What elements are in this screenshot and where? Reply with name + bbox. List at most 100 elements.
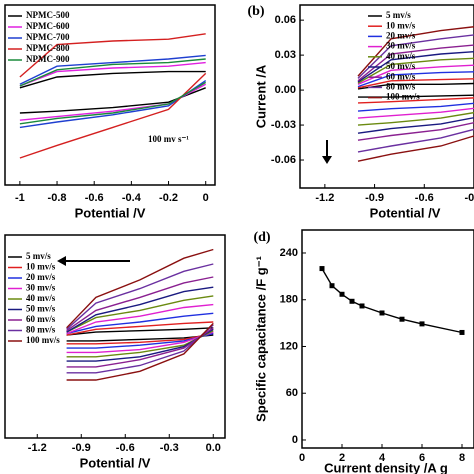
plot-area — [319, 266, 465, 335]
cv-curve — [357, 97, 474, 104]
legend-label: 100 mv/s — [386, 92, 420, 102]
legend-label: 10 mv/s — [386, 20, 416, 30]
cv-curve — [357, 82, 474, 90]
legend-label: 5 mv/s — [386, 10, 411, 20]
cv-curve — [19, 70, 206, 89]
legend-label: 60 mv/s — [26, 314, 56, 324]
point — [339, 291, 345, 297]
cv-curve — [66, 295, 214, 333]
x-tick-label: 2 — [339, 452, 345, 464]
legend-label: 100 mv/s — [26, 335, 60, 345]
cv-curve — [19, 54, 206, 85]
cv-curve — [19, 81, 207, 125]
cv-curve — [66, 322, 214, 381]
point — [319, 266, 325, 272]
legend-label: 30 mv/s — [26, 283, 56, 293]
arrow-head — [57, 256, 66, 266]
x-tick-label: -0.6 — [85, 192, 104, 204]
x-axis-title: Potential /V — [80, 455, 151, 470]
y-tick-label: 0.03 — [275, 49, 296, 61]
point — [379, 310, 385, 316]
cv-curve — [357, 111, 474, 126]
cv-curve — [66, 324, 214, 374]
cv-curve — [357, 71, 474, 88]
cv-curve — [66, 286, 214, 333]
legend-label: 20 mv/s — [26, 272, 56, 282]
legend-label: 50 mv/s — [386, 61, 416, 71]
x-tick-label: -0.3 — [160, 442, 179, 454]
legend-label: 40 mv/s — [26, 293, 56, 303]
cv-curve — [357, 135, 474, 162]
cv-curve — [357, 107, 474, 119]
point — [419, 321, 425, 327]
cv-curve — [357, 128, 474, 153]
cv-curve — [19, 61, 206, 87]
plot-frame — [301, 229, 474, 449]
cv-curve — [19, 33, 206, 78]
x-tick-label: -0.9 — [365, 192, 384, 204]
plot-area — [66, 248, 214, 381]
cv-curve — [66, 331, 214, 354]
panel-label: (b) — [247, 4, 264, 19]
plot-frame — [4, 234, 226, 439]
y-tick-label: 240 — [280, 247, 298, 259]
cv-curve — [357, 121, 474, 141]
cv-curve — [66, 276, 214, 332]
y-tick-label: 120 — [280, 340, 298, 352]
legend-label: 60 mv/s — [386, 71, 416, 81]
legend-label: 80 mv/s — [386, 81, 416, 91]
legend-label: NPMC-600 — [26, 21, 70, 31]
arrow-head — [322, 156, 332, 164]
cv-curve — [66, 327, 214, 336]
cv-curve — [357, 26, 474, 77]
y-tick-label: 0 — [292, 434, 298, 446]
cv-curve — [66, 321, 214, 336]
x-tick-label: -0.9 — [72, 442, 91, 454]
point — [399, 316, 405, 322]
panel-label: (d) — [253, 230, 270, 245]
legend-label: 30 mv/s — [386, 41, 416, 51]
x-axis-title: Potential /V — [75, 205, 146, 220]
legend-label: NPMC-500 — [26, 10, 70, 20]
cv-curve — [66, 303, 214, 335]
x-tick-label: -1 — [15, 192, 25, 204]
y-tick-label: 60 — [286, 387, 298, 399]
legend-label: 20 mv/s — [386, 30, 416, 40]
legend-label: 40 mv/s — [386, 51, 416, 61]
cv-curve — [357, 102, 474, 112]
point — [459, 329, 465, 335]
line — [321, 268, 463, 334]
x-tick-label: -0.6 — [116, 442, 135, 454]
x-tick-label: -1.2 — [28, 442, 47, 454]
legend-label: 50 mv/s — [26, 304, 56, 314]
cv-curve — [357, 78, 474, 89]
y-axis-title: Specific capacitance /F g⁻¹ — [253, 256, 268, 422]
y-tick-label: -0.06 — [271, 154, 296, 166]
legend-label: 80 mv/s — [26, 325, 56, 335]
legend-label: NPMC-800 — [26, 43, 70, 53]
x-tick-label: -0.2 — [159, 192, 178, 204]
legend-label: 5 mv/s — [26, 251, 51, 261]
legend-label: NPMC-700 — [26, 32, 70, 42]
x-axis-title: Current density /A g — [324, 460, 448, 474]
point — [329, 283, 335, 289]
cv-curve — [66, 332, 214, 345]
cv-curve — [357, 116, 474, 134]
legend-label: NPMC-900 — [26, 54, 70, 64]
plot-frame — [4, 4, 216, 186]
y-tick-label: 180 — [280, 294, 298, 306]
cv-curve — [357, 64, 474, 85]
cv-curve — [357, 44, 474, 82]
cv-curve — [357, 57, 474, 84]
y-tick-label: -0.03 — [271, 119, 296, 131]
x-tick-label: -0.4 — [122, 192, 142, 204]
x-tick-label: -1.2 — [315, 192, 334, 204]
x-tick-label: 6 — [419, 452, 425, 464]
cv-curve — [66, 327, 214, 368]
cv-curve — [19, 58, 206, 87]
y-tick-label: 0.00 — [275, 84, 296, 96]
point — [359, 303, 365, 309]
cv-curve — [19, 72, 207, 159]
x-tick-label: 0 — [299, 452, 305, 464]
